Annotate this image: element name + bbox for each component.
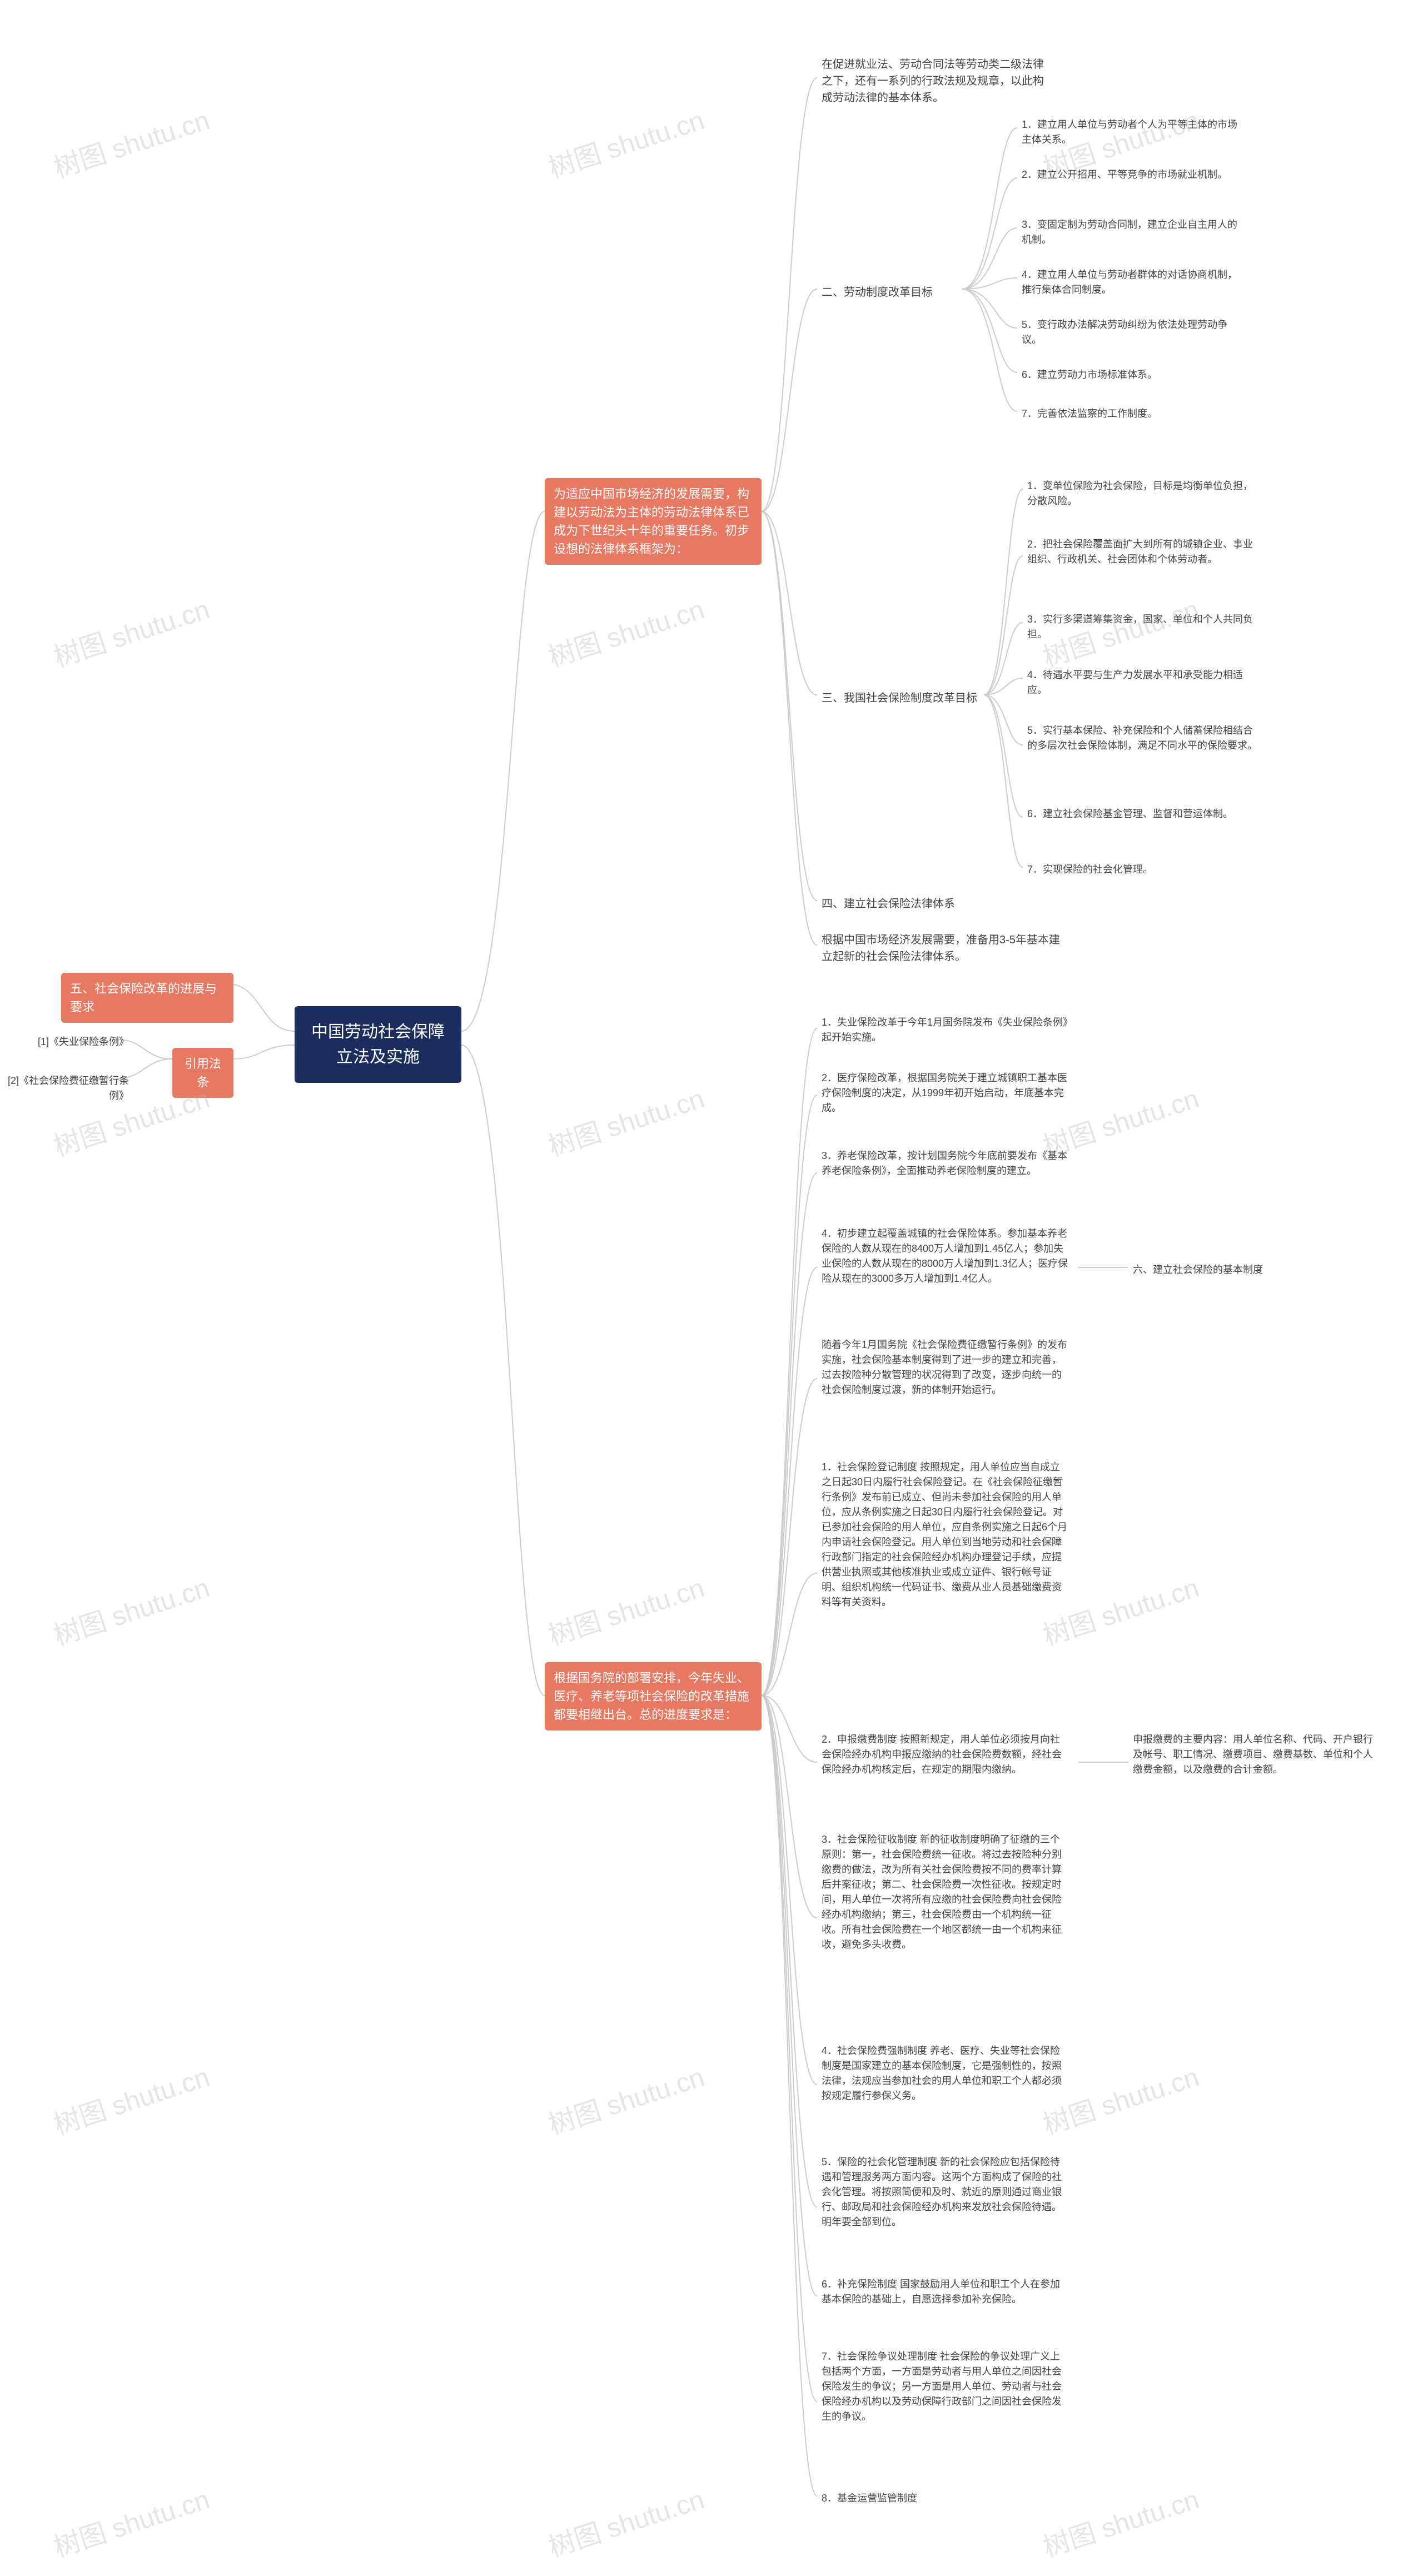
branch-1[interactable]: 为适应中国市场经济的发展需要，构建以劳动法为主体的劳动法律体系已成为下世纪头十年… — [545, 478, 762, 565]
b2-d3: 3．社会保险征收制度 新的征收制度明确了征缴的三个原则：第一，社会保险费统一征收… — [817, 1829, 1073, 1956]
connector-layer — [0, 0, 1423, 2576]
c2-i3: 3．变固定制为劳动合同制，建立企业自主用人的机制。 — [1017, 214, 1245, 251]
c2-i5: 5．变行政办法解决劳动纠纷为依法处理劳动争议。 — [1017, 314, 1245, 351]
b1-c3[interactable]: 三、我国社会保险制度改革目标 — [817, 687, 984, 710]
c2-i2: 2．建立公开招用、平等竞争的市场就业机制。 — [1017, 164, 1245, 186]
b2-i2: 2．医疗保险改革，根据国务院关于建立城镇职工基本医疗保险制度的决定，从1999年… — [817, 1067, 1073, 1119]
b2-i5: 随着今年1月国务院《社会保险费征缴暂行条例》的发布实施，社会保险基本制度得到了进… — [817, 1334, 1073, 1401]
c2-i4: 4．建立用人单位与劳动者群体的对话协商机制，推行集体合同制度。 — [1017, 264, 1245, 301]
b1-c2[interactable]: 二、劳动制度改革目标 — [817, 281, 962, 304]
ref-1: [1]《失业保险条例》 — [22, 1031, 133, 1053]
b2-d6: 6．补充保险制度 国家鼓励用人单位和职工个人在参加基本保险的基础上，自愿选择参加… — [817, 2274, 1073, 2310]
b2-i4-right: 六、建立社会保险的基本制度 — [1128, 1259, 1295, 1281]
b1-c5: 根据中国市场经济发展需要，准备用3-5年基本建立起新的社会保险法律体系。 — [817, 928, 1073, 968]
c3-i7: 7．实现保险的社会化管理。 — [1023, 859, 1262, 881]
b2-d5: 5．保险的社会化管理制度 新的社会保险应包括保险待遇和管理服务两方面内容。这两个… — [817, 2151, 1073, 2233]
b1-c4: 四、建立社会保险法律体系 — [817, 892, 984, 916]
c3-i6: 6．建立社会保险基金管理、监督和营运体制。 — [1023, 803, 1262, 825]
b2-d4: 4．社会保险费强制制度 养老、医疗、失业等社会保险制度是国家建立的基本保险制度，… — [817, 2040, 1073, 2107]
c2-i6: 6．建立劳动力市场标准体系。 — [1017, 364, 1245, 386]
b2-i4: 4．初步建立起覆盖城镇的社会保险体系。参加基本养老保险的人数从现在的8400万人… — [817, 1223, 1073, 1290]
b2-d2: 2．申报缴费制度 按照新规定，用人单位必须按月向社会保险经办机构申报应缴纳的社会… — [817, 1729, 1073, 1781]
root-node[interactable]: 中国劳动社会保障立法及实施 — [295, 1006, 461, 1083]
ref-2: [2]《社会保险费征缴暂行条例》 — [0, 1070, 133, 1107]
c2-i7: 7．完善依法监察的工作制度。 — [1017, 403, 1245, 425]
b2-d1: 1．社会保险登记制度 按照规定，用人单位应当自成立之日起30日内履行社会保险登记… — [817, 1456, 1073, 1613]
b1-c1: 在促进就业法、劳动合同法等劳动类二级法律之下，还有一系列的行政法规及规章，以此构… — [817, 53, 1051, 110]
c3-i2: 2．把社会保险覆盖面扩大到所有的城镇企业、事业组织、行政机关、社会团体和个体劳动… — [1023, 534, 1262, 570]
b2-i1: 1．失业保险改革于今年1月国务院发布《失业保险条例》起开始实施。 — [817, 1012, 1073, 1048]
refs-node[interactable]: 引用法条 — [172, 1048, 233, 1098]
c3-i4: 4．待遇水平要与生产力发展水平和承受能力相适应。 — [1023, 664, 1262, 701]
b2-d7: 7．社会保险争议处理制度 社会保险的争议处理广义上包括两个方面，一方面是劳动者与… — [817, 2346, 1073, 2428]
b2-i3: 3．养老保险改革，按计划国务院今年底前要发布《基本养老保险条例》，全面推动养老保… — [817, 1145, 1073, 1182]
c3-i5: 5．实行基本保险、补充保险和个人储蓄保险相结合的多层次社会保险体制，满足不同水平… — [1023, 720, 1262, 757]
c3-i1: 1．变单位保险为社会保险，目标是均衡单位负担，分散风险。 — [1023, 475, 1262, 512]
section-5[interactable]: 五、社会保险改革的进展与要求 — [61, 973, 233, 1023]
b2-d2-right: 申报缴费的主要内容：用人单位名称、代码、开户银行及帐号、职工情况、缴费项目、缴费… — [1128, 1729, 1379, 1781]
b2-d8: 8．基金运营监管制度 — [817, 2488, 1073, 2509]
c3-i3: 3．实行多渠道筹集资金，国家、单位和个人共同负担。 — [1023, 609, 1262, 645]
branch-2[interactable]: 根据国务院的部署安排，今年失业、医疗、养老等项社会保险的改革措施都要相继出台。总… — [545, 1662, 762, 1730]
c2-i1: 1．建立用人单位与劳动者个人为平等主体的市场主体关系。 — [1017, 114, 1245, 151]
